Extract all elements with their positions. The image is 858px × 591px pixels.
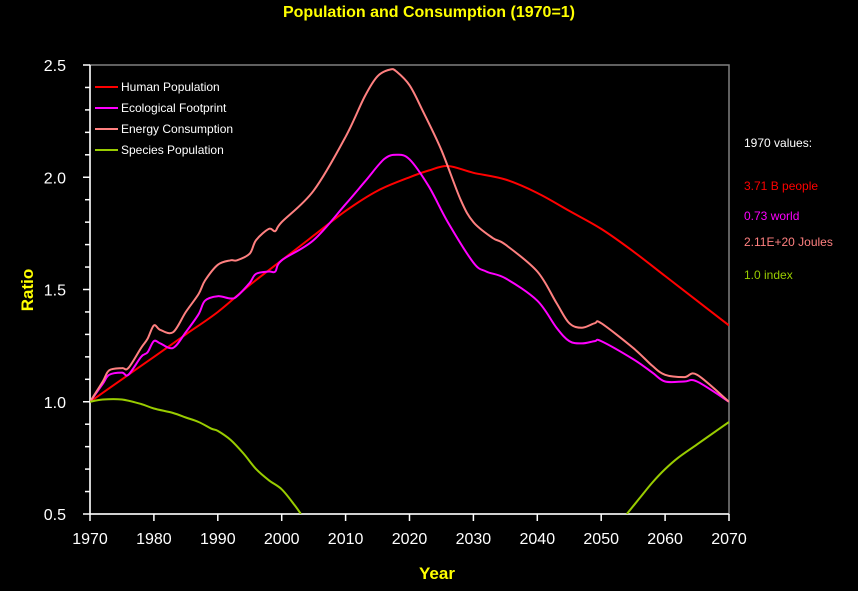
chart-title: Population and Consumption (1970=1) — [283, 4, 575, 21]
y-tick-label: 0.5 — [44, 507, 66, 524]
x-tick-label: 2020 — [392, 531, 428, 548]
y-axis-title: Ratio — [18, 269, 37, 312]
x-tick-label: 2060 — [647, 531, 683, 548]
y-tick-label: 1.5 — [44, 283, 66, 300]
x-tick-label: 2000 — [264, 531, 300, 548]
series-line-ecological-footprint — [90, 153, 729, 403]
series-line-energy-consumption — [90, 68, 729, 403]
legend-label: Species Population — [121, 143, 224, 157]
side-value: 1.0 index — [744, 268, 793, 282]
x-tick-label: 2040 — [520, 531, 556, 548]
x-tick-label: 2070 — [711, 531, 747, 548]
x-tick-label: 2050 — [583, 531, 619, 548]
x-axis-title: Year — [419, 564, 455, 583]
legend: Human Population Ecological Footprint Ener… — [95, 80, 233, 157]
side-annotations: 1970 values: 3.71 B people 0.73 world 2.11E… — [744, 136, 833, 282]
series-lines — [90, 68, 729, 514]
x-tick-label: 2010 — [328, 531, 364, 548]
side-value: 3.71 B people — [744, 179, 818, 193]
legend-label: Human Population — [121, 80, 220, 94]
y-tick-label: 2.0 — [44, 170, 66, 187]
y-tick-label: 2.5 — [44, 58, 66, 75]
side-value: 0.73 world — [744, 209, 799, 223]
axis-ticks: 1970 1980 1990 2000 2010 2020 2030 2040 2050 2060… — [44, 58, 747, 548]
side-value: 2.11E+20 Joules — [744, 235, 833, 249]
series-line-human-population — [90, 164, 729, 403]
legend-label: Energy Consumption — [121, 122, 233, 136]
y-tick-label: 1.0 — [44, 395, 66, 412]
side-heading: 1970 values: — [744, 136, 812, 150]
series-line-species-population — [626, 421, 729, 514]
x-tick-label: 1990 — [200, 531, 236, 548]
series-line-species-population — [90, 398, 302, 514]
x-tick-label: 1980 — [136, 531, 172, 548]
x-tick-label: 1970 — [72, 531, 108, 548]
x-tick-label: 2030 — [456, 531, 492, 548]
legend-label: Ecological Footprint — [121, 101, 227, 115]
